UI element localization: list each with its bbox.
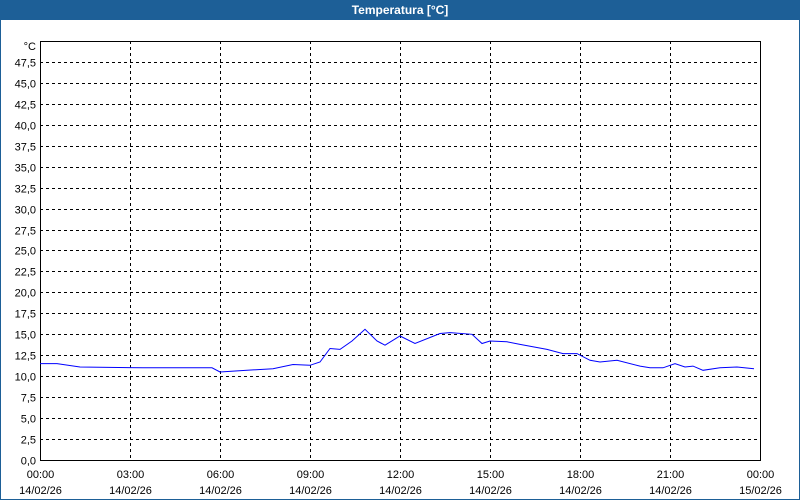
x-tick-time: 09:00: [297, 469, 325, 481]
y-tick-label: 37,5: [15, 142, 36, 154]
y-tick-label: 10,0: [15, 372, 36, 384]
x-tick-date: 14/02/26: [649, 485, 692, 497]
x-tick-time: 21:00: [657, 469, 685, 481]
x-tick-time: 12:00: [387, 469, 415, 481]
y-tick-label: 32,5: [15, 184, 36, 196]
chart-title: Temperatura [°C]: [0, 0, 800, 20]
y-tick-label: 12,5: [15, 351, 36, 363]
x-tick-time: 18:00: [567, 469, 595, 481]
plot-border: [40, 41, 761, 461]
x-tick-date: 14/02/26: [109, 485, 152, 497]
y-tick-label: 22,5: [15, 267, 36, 279]
x-tick-time: 06:00: [207, 469, 235, 481]
x-tick-date: 14/02/26: [289, 485, 332, 497]
y-tick-label: 15,0: [15, 330, 36, 342]
x-tick-time: 00:00: [27, 469, 55, 481]
x-tick-date: 14/02/26: [199, 485, 242, 497]
y-tick-label: 2,5: [21, 435, 36, 447]
y-tick-label: 27,5: [15, 226, 36, 238]
y-tick-label: 30,0: [15, 205, 36, 217]
x-tick-date: 14/02/26: [379, 485, 422, 497]
y-tick-label: 45,0: [15, 79, 36, 91]
x-tick-time: 15:00: [477, 469, 505, 481]
x-tick-time: 03:00: [117, 469, 145, 481]
x-tick-date: 14/02/26: [469, 485, 512, 497]
y-tick-label: 47,5: [15, 58, 36, 70]
x-tick-date: 14/02/26: [559, 485, 602, 497]
temperature-line: [40, 328, 755, 373]
x-tick-time: 00:00: [747, 469, 775, 481]
x-tick-date: 14/02/26: [19, 485, 62, 497]
x-tick-date: 15/02/26: [739, 485, 782, 497]
y-tick-label: 20,0: [15, 288, 36, 300]
y-tick-label: 0,0: [21, 456, 36, 468]
y-tick-label: 5,0: [21, 414, 36, 426]
y-tick-label: 17,5: [15, 309, 36, 321]
y-tick-label: 7,5: [21, 393, 36, 405]
y-tick-label: 42,5: [15, 100, 36, 112]
y-tick-label: 25,0: [15, 246, 36, 258]
y-tick-label: 40,0: [15, 121, 36, 133]
y-axis-unit: °C: [24, 41, 36, 53]
y-tick-label: 35,0: [15, 163, 36, 175]
